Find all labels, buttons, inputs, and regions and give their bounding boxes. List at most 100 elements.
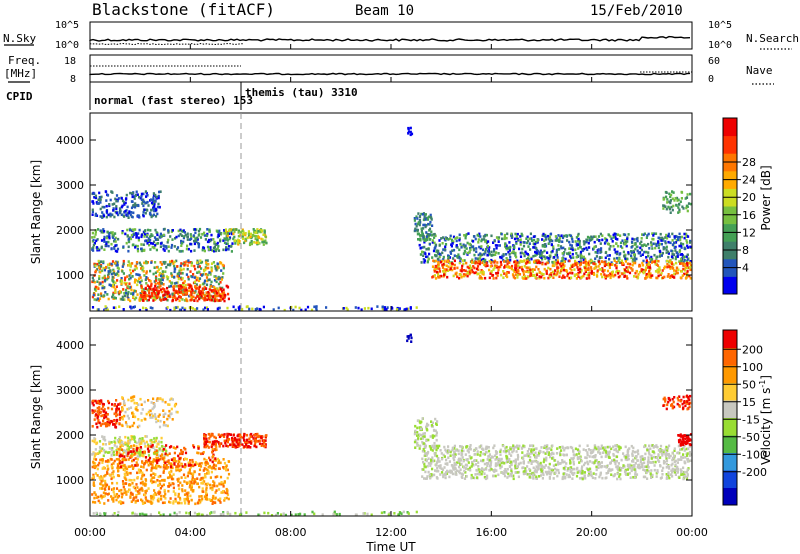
range-cell bbox=[443, 273, 446, 276]
range-cell bbox=[616, 233, 620, 236]
range-cell bbox=[495, 264, 498, 268]
range-cell bbox=[202, 282, 205, 286]
range-cell bbox=[209, 239, 212, 243]
range-cell bbox=[131, 275, 134, 278]
range-cell bbox=[445, 268, 448, 271]
range-cell bbox=[620, 259, 623, 263]
range-cell bbox=[185, 297, 188, 301]
range-cell bbox=[580, 269, 583, 272]
range-cell bbox=[139, 437, 142, 441]
range-cell bbox=[115, 205, 118, 208]
range-cell bbox=[588, 239, 591, 242]
range-cell bbox=[525, 237, 528, 240]
range-cell bbox=[190, 261, 193, 265]
range-cell bbox=[101, 495, 104, 499]
range-cell bbox=[678, 208, 681, 212]
range-cell bbox=[212, 459, 215, 462]
range-cell bbox=[140, 192, 143, 196]
station-title: Blackstone (fitACF) bbox=[92, 0, 275, 19]
range-cell bbox=[97, 413, 100, 416]
range-cell bbox=[195, 278, 198, 282]
range-cell bbox=[381, 305, 384, 309]
range-cell bbox=[256, 440, 259, 443]
range-cell bbox=[135, 483, 138, 486]
range-cell bbox=[137, 403, 140, 406]
range-cell bbox=[421, 250, 424, 254]
range-cell bbox=[96, 400, 99, 403]
range-cell bbox=[465, 273, 468, 276]
range-cell bbox=[156, 289, 160, 293]
range-cell bbox=[495, 272, 498, 275]
range-cell bbox=[535, 265, 538, 269]
range-cell bbox=[157, 202, 160, 206]
range-cell bbox=[204, 440, 207, 444]
range-cell bbox=[362, 512, 365, 515]
range-cell bbox=[415, 306, 418, 309]
range-cell bbox=[106, 194, 110, 197]
range-cell bbox=[207, 465, 210, 469]
range-cell bbox=[514, 268, 517, 271]
range-cell bbox=[167, 276, 170, 279]
range-cell bbox=[116, 263, 119, 267]
range-cell bbox=[658, 236, 661, 240]
range-cell bbox=[423, 245, 426, 249]
range-cell bbox=[623, 271, 626, 275]
range-cell bbox=[683, 272, 686, 276]
range-cell bbox=[614, 232, 618, 236]
range-cell bbox=[630, 246, 633, 249]
range-cell bbox=[155, 291, 158, 295]
range-cell bbox=[259, 230, 262, 234]
range-cell bbox=[159, 245, 162, 248]
range-cell bbox=[112, 280, 115, 283]
range-cell bbox=[131, 464, 134, 467]
range-cell bbox=[510, 264, 514, 268]
range-cell bbox=[180, 262, 183, 265]
range-cell bbox=[582, 261, 585, 264]
range-cell bbox=[593, 273, 596, 276]
range-cell bbox=[137, 214, 141, 218]
range-cell bbox=[113, 412, 116, 416]
range-cell bbox=[199, 465, 203, 468]
range-cell bbox=[456, 266, 459, 270]
range-cell bbox=[678, 244, 681, 248]
range-cell bbox=[665, 195, 668, 199]
range-cell bbox=[204, 435, 207, 438]
nsky-tick-high: 10^5 bbox=[55, 20, 79, 31]
range-cell bbox=[104, 413, 107, 416]
range-cell bbox=[442, 269, 445, 273]
range-cell bbox=[177, 277, 180, 281]
range-cell bbox=[502, 276, 505, 279]
range-cell bbox=[220, 482, 223, 486]
range-cell bbox=[175, 467, 178, 470]
range-cell bbox=[163, 249, 166, 252]
range-cell bbox=[118, 489, 121, 493]
range-cell bbox=[178, 299, 181, 303]
range-cell bbox=[116, 418, 119, 422]
range-cell bbox=[516, 261, 519, 264]
range-cell bbox=[200, 452, 203, 456]
range-cell bbox=[492, 277, 495, 280]
range-cell bbox=[196, 271, 199, 274]
range-cell bbox=[417, 221, 420, 224]
range-cell bbox=[237, 234, 240, 238]
range-cell bbox=[270, 514, 274, 517]
range-cell bbox=[183, 264, 186, 267]
range-cell bbox=[228, 229, 231, 232]
range-cell bbox=[586, 248, 589, 251]
range-cell bbox=[239, 231, 242, 234]
range-cell bbox=[651, 247, 654, 250]
range-cell bbox=[168, 415, 171, 419]
range-cell bbox=[228, 433, 231, 436]
range-cell bbox=[150, 497, 153, 500]
range-cell bbox=[575, 261, 578, 265]
range-cell bbox=[106, 293, 109, 296]
range-cell bbox=[478, 232, 481, 236]
range-cell bbox=[418, 219, 422, 222]
range-cell bbox=[211, 488, 214, 492]
range-cell bbox=[525, 262, 528, 265]
range-cell bbox=[98, 406, 101, 409]
range-cell bbox=[539, 250, 542, 253]
range-cell bbox=[663, 275, 666, 279]
range-cell bbox=[640, 240, 643, 244]
range-cell bbox=[478, 257, 481, 260]
